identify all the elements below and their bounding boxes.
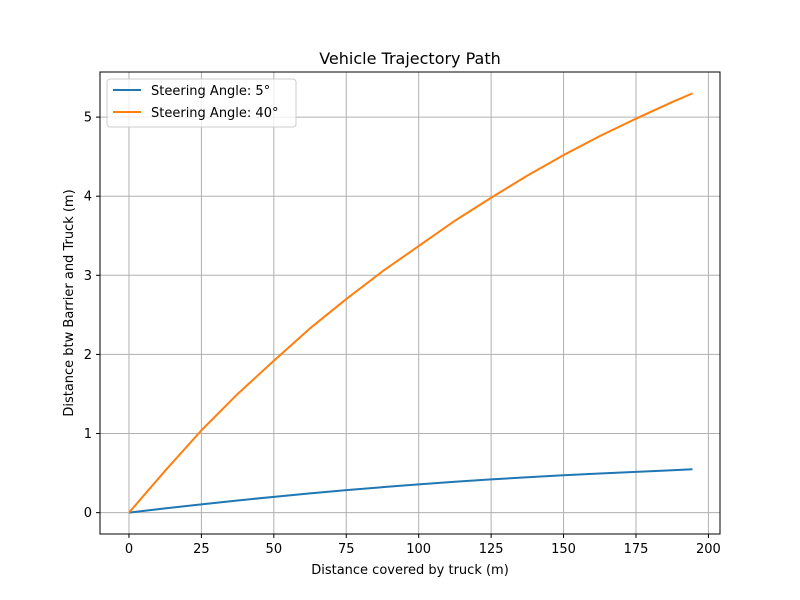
- y-tick-label: 1: [84, 427, 92, 442]
- y-tick-label: 4: [84, 190, 92, 205]
- legend-box: [106, 78, 297, 128]
- x-tick-label: 125: [479, 542, 504, 557]
- y-tick-label: 5: [84, 111, 92, 126]
- y-axis-label: Distance btw Barrier and Truck (m): [62, 189, 77, 416]
- x-tick-label: 100: [406, 542, 431, 557]
- x-tick-label: 50: [266, 542, 283, 557]
- series-line-steering-40: [128, 92, 693, 514]
- axis-ticks: 0 25 50 75 100 125 150 175 200 0 1 2 3 4 5: [84, 111, 721, 557]
- chart-title: Vehicle Trajectory Path: [319, 49, 501, 68]
- x-tick-label: 200: [696, 542, 721, 557]
- x-tick-label: 75: [338, 542, 355, 557]
- x-tick-label: 25: [193, 542, 210, 557]
- x-axis-label: Distance covered by truck (m): [311, 563, 509, 578]
- legend: Steering Angle: 5° Steering Angle: 40°: [106, 78, 297, 128]
- legend-label-steering-40: Steering Angle: 40°: [151, 106, 278, 121]
- series-line-steering-5: [128, 468, 693, 514]
- x-tick-label: 0: [125, 542, 133, 557]
- y-tick-label: 0: [84, 506, 92, 521]
- grid: [100, 72, 720, 534]
- plot-series: [128, 92, 693, 514]
- plot-frame: [99, 71, 721, 535]
- x-tick-label: 175: [624, 542, 649, 557]
- y-tick-label: 3: [84, 269, 92, 284]
- x-tick-label: 150: [551, 542, 576, 557]
- y-tick-label: 2: [84, 348, 92, 363]
- legend-label-steering-5: Steering Angle: 5°: [151, 84, 270, 99]
